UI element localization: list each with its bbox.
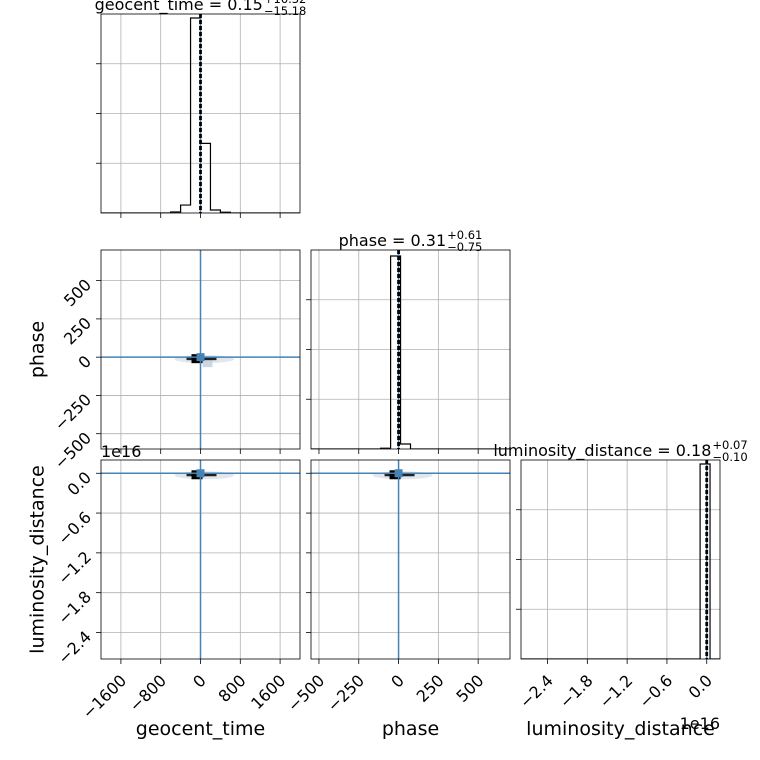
y-offset-text: 1e16 <box>101 442 141 461</box>
truth-marker <box>394 469 403 478</box>
panel-title: luminosity_distance = 0.18 <box>493 441 711 461</box>
histogram-step <box>521 463 720 659</box>
panel-title-group: luminosity_distance = 0.18 +0.07−0.10 <box>493 438 747 464</box>
contour-patch <box>202 359 213 368</box>
truth-marker <box>196 469 205 478</box>
density-group <box>101 250 300 449</box>
axes-frame <box>310 459 511 660</box>
density-group <box>311 460 510 659</box>
panel-title-group: geocent_time = 0.15+16.32−15.18 <box>95 0 307 18</box>
x-axis-title-phase: phase <box>382 718 439 740</box>
density-group <box>101 460 300 659</box>
panel-title-sup: +0.61 <box>447 228 482 242</box>
panel-phase: phase = 0.31 +0.61−0.75 <box>306 228 511 454</box>
x-axis-title-geocent_time: geocent_time <box>136 718 265 740</box>
x-offset-text: 1e16 <box>680 714 720 733</box>
panel-title-group: phase = 0.31 +0.61−0.75 <box>339 228 483 254</box>
panel-title-sub: −0.75 <box>447 240 482 254</box>
panel-geocent_time: geocent_time = 0.15+16.32−15.18 <box>95 0 307 218</box>
panel-title-sub: −15.18 <box>264 4 307 18</box>
panel-title: phase = 0.31 <box>339 231 446 250</box>
panel-title-sub: −0.10 <box>712 450 747 464</box>
panel-title-sup: +16.32 <box>264 0 307 6</box>
panel-title-sup: +0.07 <box>712 438 747 452</box>
y-axis-title-phase: phase <box>27 321 49 378</box>
panel-title: geocent_time = 0.15 <box>95 0 263 15</box>
histogram-step <box>311 255 510 449</box>
y-axis-title-luminosity_distance: luminosity_distance <box>27 465 49 654</box>
truth-marker <box>196 353 205 362</box>
x-axis-title-luminosity_distance: luminosity_distance <box>526 718 715 740</box>
